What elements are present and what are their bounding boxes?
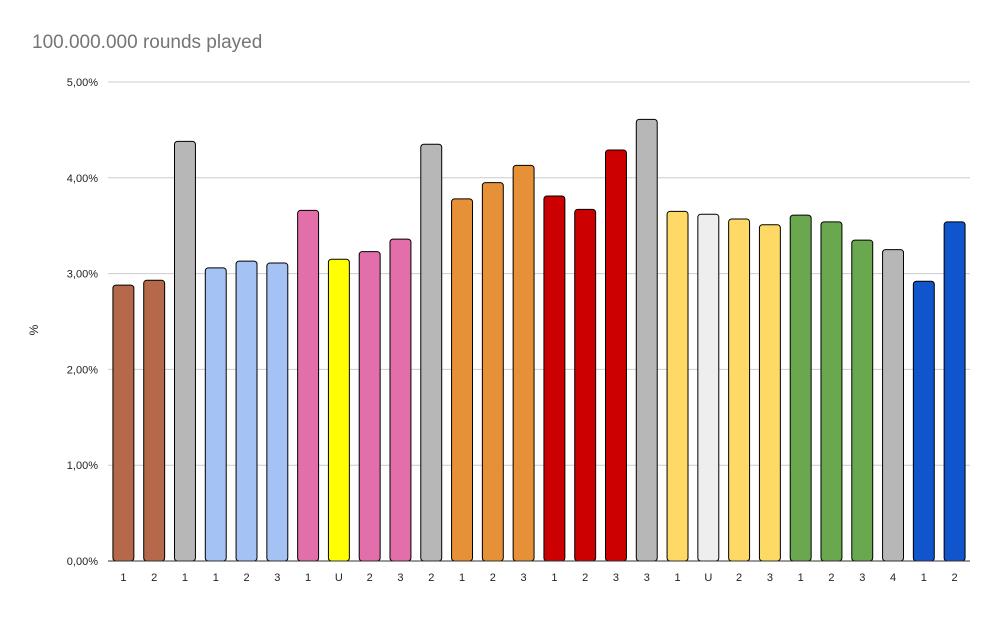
x-tick-label: 1 bbox=[182, 572, 188, 584]
bar bbox=[635, 118, 658, 562]
x-tick-label: 2 bbox=[828, 572, 834, 584]
x-tick-label: 2 bbox=[151, 572, 157, 584]
chart-title: 100.000.000 rounds played bbox=[32, 32, 263, 53]
x-tick-label: 3 bbox=[644, 572, 650, 584]
y-tick-label: 2,00% bbox=[67, 364, 98, 376]
x-tick-label: 2 bbox=[428, 572, 434, 584]
y-tick-label: 1,00% bbox=[67, 460, 98, 472]
bar bbox=[389, 238, 412, 562]
bar bbox=[204, 267, 227, 562]
bar bbox=[604, 149, 627, 562]
bar bbox=[666, 210, 689, 562]
x-tick-label: 2 bbox=[367, 572, 373, 584]
x-tick-label: 3 bbox=[397, 572, 403, 584]
bar bbox=[574, 208, 597, 562]
y-tick-label: 4,00% bbox=[67, 173, 98, 185]
bar bbox=[912, 280, 935, 562]
bar bbox=[327, 258, 350, 562]
x-tick-label: 4 bbox=[890, 572, 896, 584]
bar bbox=[820, 221, 843, 562]
bar bbox=[143, 279, 166, 562]
bar bbox=[173, 140, 196, 562]
x-tick-label: 3 bbox=[274, 572, 280, 584]
x-tick-label: 3 bbox=[767, 572, 773, 584]
bar bbox=[789, 214, 812, 562]
x-tick-label: 2 bbox=[952, 572, 958, 584]
bar bbox=[235, 260, 258, 562]
x-tick-label: 1 bbox=[674, 572, 680, 584]
bar bbox=[943, 221, 966, 562]
bar bbox=[728, 218, 751, 562]
x-tick-label: 3 bbox=[613, 572, 619, 584]
x-tick-label: 3 bbox=[859, 572, 865, 584]
bar bbox=[358, 251, 381, 562]
bar bbox=[266, 262, 289, 562]
x-tick-label: 2 bbox=[243, 572, 249, 584]
y-tick-label: 3,00% bbox=[67, 269, 98, 281]
x-tick-label: 1 bbox=[213, 572, 219, 584]
x-tick-label: U bbox=[335, 572, 343, 584]
x-tick-label: U bbox=[704, 572, 712, 584]
y-tick-label: 5,00% bbox=[67, 77, 98, 89]
x-tick-label: 2 bbox=[490, 572, 496, 584]
bar bbox=[882, 249, 905, 562]
y-axis-ticks: 0,00% 1,00% 2,00% 3,00% 4,00% 5,00% bbox=[67, 77, 98, 568]
x-tick-label: 3 bbox=[521, 572, 527, 584]
bar bbox=[697, 213, 720, 562]
x-tick-label: 1 bbox=[798, 572, 804, 584]
bar bbox=[420, 143, 443, 562]
x-tick-label: 1 bbox=[305, 572, 311, 584]
x-axis-ticks: 1 2 1 1 2 3 1 U 2 3 2 1 2 3 1 2 3 3 1 U 2 3 1 2 3 4 1 2 bbox=[120, 572, 957, 584]
x-tick-label: 1 bbox=[551, 572, 557, 584]
y-axis-label: % bbox=[27, 324, 41, 335]
bar bbox=[297, 209, 320, 562]
bar bbox=[112, 284, 135, 562]
x-tick-label: 1 bbox=[120, 572, 126, 584]
x-tick-label: 2 bbox=[582, 572, 588, 584]
bar bbox=[451, 198, 474, 562]
bar bbox=[512, 164, 535, 562]
bar bbox=[851, 239, 874, 562]
x-tick-label: 1 bbox=[459, 572, 465, 584]
bar bbox=[543, 195, 566, 562]
bars bbox=[112, 118, 966, 562]
y-tick-label: 0,00% bbox=[67, 556, 98, 568]
x-tick-label: 2 bbox=[736, 572, 742, 584]
bar bbox=[481, 182, 504, 562]
bar bbox=[758, 224, 781, 562]
x-tick-label: 1 bbox=[921, 572, 927, 584]
